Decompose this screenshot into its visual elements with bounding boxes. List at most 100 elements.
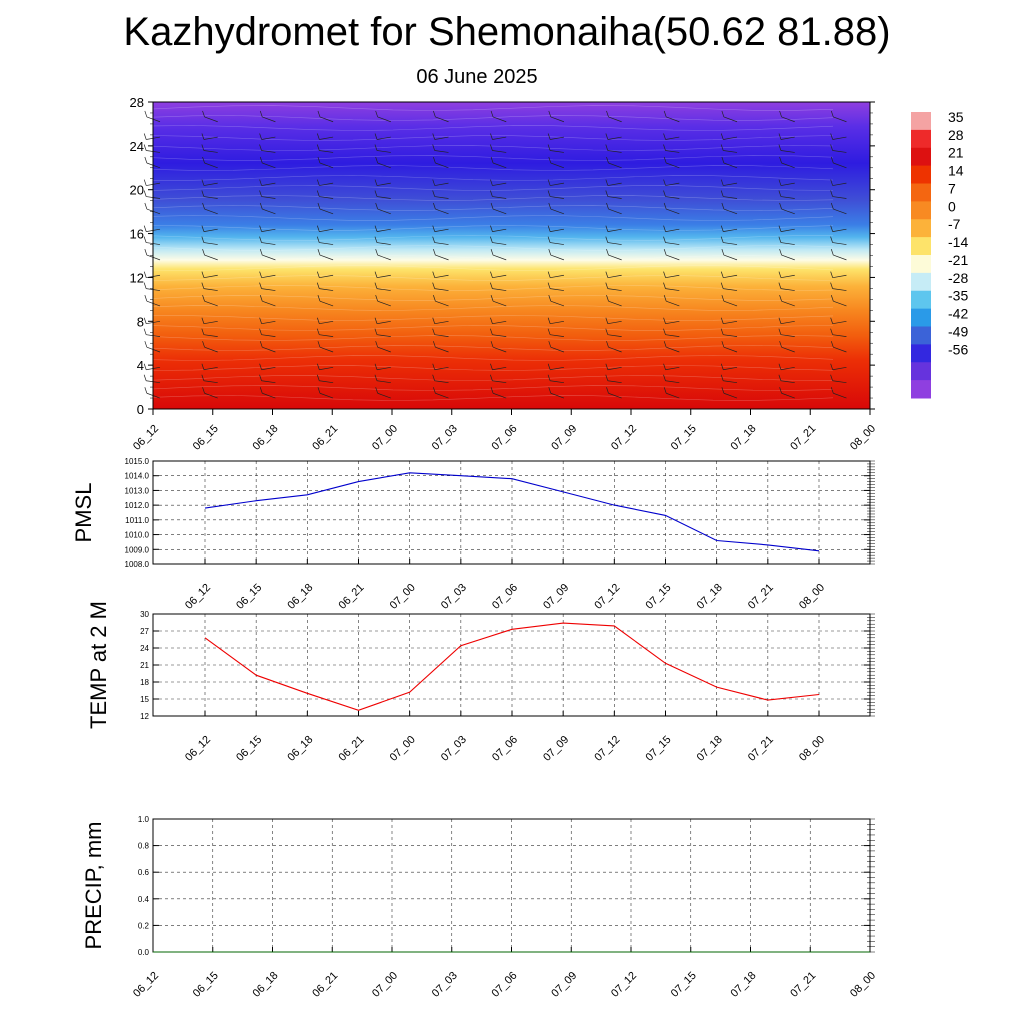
wind-barb-feather bbox=[547, 190, 551, 197]
wind-barb-feather bbox=[202, 156, 205, 164]
wind-barb-feather bbox=[663, 248, 667, 256]
colorbar-segment bbox=[911, 380, 931, 399]
chart-subtitle: 06 June 2025 bbox=[416, 66, 538, 88]
wind-barb bbox=[608, 116, 622, 123]
colorbar-label: 0 bbox=[948, 198, 956, 214]
panel-frame bbox=[152, 460, 871, 565]
wind-barb bbox=[607, 182, 622, 186]
wind-barb-feather bbox=[317, 248, 321, 256]
wind-barb bbox=[203, 196, 218, 199]
wind-barb-feather bbox=[720, 190, 724, 197]
wind-barb bbox=[723, 242, 738, 245]
wind-barb-feather bbox=[490, 144, 493, 151]
wind-barb bbox=[833, 300, 847, 307]
wind-barb-feather bbox=[144, 387, 148, 394]
wind-barb-feather bbox=[201, 225, 205, 232]
y-tick-label: 12 bbox=[130, 270, 144, 285]
wind-barb bbox=[550, 254, 565, 261]
wind-barb-feather bbox=[490, 110, 494, 118]
wind-barb-feather bbox=[663, 374, 666, 381]
x-tick-label: 06_21 bbox=[310, 970, 340, 1000]
wind-barb bbox=[608, 300, 622, 307]
wind-barb-feather bbox=[490, 156, 494, 164]
wind-barb-feather bbox=[259, 374, 262, 381]
wind-barb-feather bbox=[663, 156, 667, 164]
wind-barb bbox=[376, 288, 391, 291]
x-tick-label: 06_12 bbox=[183, 582, 213, 612]
wind-barb-feather bbox=[375, 110, 378, 118]
wind-barb bbox=[550, 242, 564, 245]
wind-barb bbox=[723, 182, 738, 186]
wind-barb bbox=[376, 196, 391, 199]
wind-barb bbox=[435, 162, 449, 169]
wind-barb bbox=[319, 196, 334, 199]
wind-barb-feather bbox=[548, 295, 552, 302]
wind-barb bbox=[832, 288, 847, 291]
wind-barb bbox=[261, 274, 276, 279]
wind-barb-feather bbox=[374, 271, 378, 278]
x-tick-label: 08_00 bbox=[848, 970, 878, 1000]
wind-barb-feather bbox=[830, 190, 833, 197]
wind-barb-feather bbox=[432, 317, 436, 324]
x-tick-label: 06_18 bbox=[251, 423, 281, 453]
wind-barb bbox=[608, 346, 622, 353]
wind-barb-feather bbox=[317, 387, 321, 394]
wind-barb-feather bbox=[830, 317, 833, 324]
wind-barb bbox=[492, 208, 507, 215]
wind-barb-feather bbox=[548, 110, 552, 118]
contour-line bbox=[152, 305, 834, 311]
x-tick-label: 07_12 bbox=[592, 582, 622, 612]
y-tick-label: 24 bbox=[140, 644, 149, 653]
wind-barb bbox=[781, 254, 795, 261]
y-axis-label: PRECIP, mm bbox=[81, 822, 106, 950]
wind-barb-feather bbox=[720, 317, 724, 324]
wind-barb-feather bbox=[144, 202, 148, 210]
wind-barb bbox=[203, 366, 218, 371]
wind-barb bbox=[780, 334, 795, 337]
wind-barb-feather bbox=[663, 295, 667, 302]
contour-line bbox=[152, 295, 834, 301]
wind-barb bbox=[262, 300, 276, 307]
wind-barb-feather bbox=[720, 271, 724, 278]
y-tick-label: 24 bbox=[130, 139, 144, 154]
wind-barb-feather bbox=[663, 179, 666, 186]
wind-barb bbox=[723, 136, 738, 140]
wind-barb-feather bbox=[259, 363, 262, 370]
x-tick-label: 07_18 bbox=[729, 970, 759, 1000]
contour-line bbox=[152, 325, 834, 331]
y-tick-label: 1.0 bbox=[138, 815, 150, 824]
wind-barb-feather bbox=[202, 202, 205, 210]
wind-barb bbox=[203, 182, 218, 186]
contour-line bbox=[152, 195, 834, 201]
wind-barb bbox=[377, 254, 391, 261]
wind-barb-feather bbox=[663, 225, 666, 232]
wind-barb-feather bbox=[259, 190, 262, 197]
wind-barb-feather bbox=[720, 179, 724, 186]
wind-barb-feather bbox=[830, 225, 833, 232]
x-tick-label: 07_06 bbox=[490, 970, 520, 1000]
wind-barb bbox=[832, 320, 847, 325]
wind-barb bbox=[204, 254, 218, 261]
wind-barb-feather bbox=[490, 317, 493, 324]
wind-barb-feather bbox=[375, 248, 378, 256]
wind-barb-feather bbox=[720, 282, 724, 289]
wind-barb-feather bbox=[259, 144, 262, 151]
y-axis-label: TEMP at 2 M bbox=[86, 601, 111, 729]
wind-barb bbox=[832, 182, 847, 186]
wind-barb-feather bbox=[259, 156, 263, 164]
wind-barb-feather bbox=[143, 317, 147, 324]
wind-barb bbox=[666, 208, 680, 215]
wind-barb bbox=[607, 320, 622, 325]
wind-barb bbox=[550, 228, 564, 232]
wind-barb bbox=[203, 242, 218, 245]
colorbar-segment bbox=[911, 112, 931, 131]
wind-barb-feather bbox=[663, 236, 666, 243]
wind-barb-feather bbox=[143, 144, 147, 151]
wind-barb bbox=[492, 274, 507, 279]
wind-barb bbox=[723, 380, 738, 384]
wind-barb bbox=[261, 228, 276, 232]
wind-barb-feather bbox=[259, 317, 262, 324]
x-tick-label: 06_21 bbox=[337, 734, 367, 764]
wind-barb bbox=[376, 150, 391, 153]
wind-barb bbox=[665, 196, 680, 199]
